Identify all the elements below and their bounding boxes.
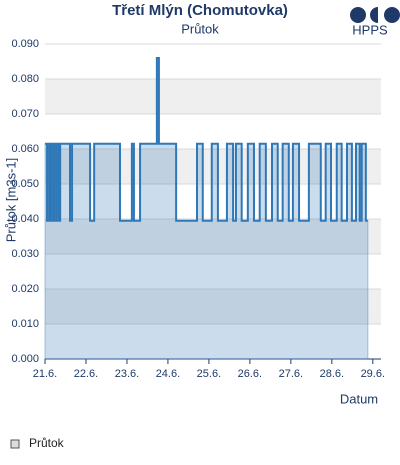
y-tick-label: 0.000 <box>11 353 39 365</box>
y-tick-label: 0.080 <box>11 73 39 85</box>
x-tick-label: 27.6. <box>279 368 303 380</box>
chart-subtitle: Průtok <box>181 21 219 36</box>
x-axis-label: Datum <box>340 391 378 406</box>
x-tick-label: 23.6. <box>115 368 139 380</box>
plot-band <box>45 219 381 254</box>
x-tick-label: 26.6. <box>238 368 262 380</box>
logo: HPPS <box>350 7 400 37</box>
y-tick-label: 0.060 <box>11 143 39 155</box>
chart-title: Třetí Mlýn (Chomutovka) <box>112 2 288 19</box>
line <box>45 57 368 222</box>
y-tick-label: 0.090 <box>11 38 39 50</box>
logo-text: HPPS <box>352 22 388 37</box>
y-tick-label: 0.070 <box>11 108 39 120</box>
legend-marker <box>10 439 20 449</box>
x-tick-label: 29.6. <box>361 368 385 380</box>
plot-band <box>45 289 381 324</box>
x-tick-label: 25.6. <box>197 368 221 380</box>
x-tick-label: 28.6. <box>320 368 344 380</box>
y-tick-label: 0.050 <box>11 178 39 190</box>
y-tick-label: 0.030 <box>11 248 39 260</box>
y-tick-label: 0.020 <box>11 283 39 295</box>
y-tick-label: 0.010 <box>11 318 39 330</box>
x-tick-label: 22.6. <box>74 368 98 380</box>
x-tick-label: 21.6. <box>33 368 57 380</box>
x-tick-label: 24.6. <box>156 368 180 380</box>
plot-band <box>45 79 381 114</box>
y-tick-label: 0.040 <box>11 213 39 225</box>
y-axis-label: Průtok [m3s-1] <box>3 158 18 243</box>
legend-label: Průtok <box>29 436 65 450</box>
